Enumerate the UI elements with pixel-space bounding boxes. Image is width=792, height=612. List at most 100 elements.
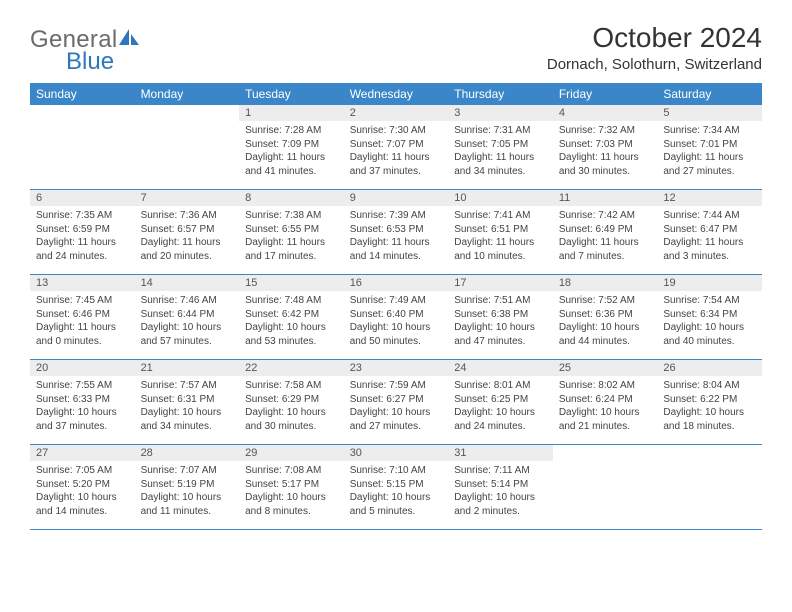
- location-text: Dornach, Solothurn, Switzerland: [547, 56, 762, 73]
- calendar-cell: [553, 445, 658, 530]
- day-line: Sunset: 6:36 PM: [559, 308, 652, 322]
- calendar-cell: 27Sunrise: 7:05 AMSunset: 5:20 PMDayligh…: [30, 445, 135, 530]
- day-number: 13: [30, 275, 135, 291]
- day-line: Sunset: 6:29 PM: [245, 393, 338, 407]
- day-line: Daylight: 11 hours: [559, 151, 652, 165]
- day-line: Sunrise: 7:34 AM: [663, 124, 756, 138]
- day-content: Sunrise: 7:51 AMSunset: 6:38 PMDaylight:…: [448, 291, 553, 352]
- day-line: and 47 minutes.: [454, 335, 547, 349]
- calendar-cell: 1Sunrise: 7:28 AMSunset: 7:09 PMDaylight…: [239, 105, 344, 190]
- day-number: 28: [135, 445, 240, 461]
- day-content: Sunrise: 7:42 AMSunset: 6:49 PMDaylight:…: [553, 206, 658, 267]
- day-line: and 24 minutes.: [36, 250, 129, 264]
- title-block: October 2024 Dornach, Solothurn, Switzer…: [547, 22, 762, 73]
- day-number: 19: [657, 275, 762, 291]
- day-line: and 18 minutes.: [663, 420, 756, 434]
- day-number: 27: [30, 445, 135, 461]
- day-line: and 0 minutes.: [36, 335, 129, 349]
- day-number: 24: [448, 360, 553, 376]
- day-line: Sunrise: 7:36 AM: [141, 209, 234, 223]
- day-line: Daylight: 11 hours: [663, 236, 756, 250]
- day-line: Daylight: 11 hours: [454, 151, 547, 165]
- day-line: Sunset: 7:05 PM: [454, 138, 547, 152]
- day-line: and 27 minutes.: [663, 165, 756, 179]
- day-line: and 10 minutes.: [454, 250, 547, 264]
- day-content: Sunrise: 7:44 AMSunset: 6:47 PMDaylight:…: [657, 206, 762, 267]
- day-number: 25: [553, 360, 658, 376]
- day-line: and 14 minutes.: [350, 250, 443, 264]
- day-line: Daylight: 10 hours: [36, 491, 129, 505]
- day-line: Sunset: 6:57 PM: [141, 223, 234, 237]
- day-line: Sunrise: 7:38 AM: [245, 209, 338, 223]
- weekday-header: Friday: [553, 83, 658, 105]
- day-line: Daylight: 10 hours: [559, 321, 652, 335]
- calendar-cell: 6Sunrise: 7:35 AMSunset: 6:59 PMDaylight…: [30, 190, 135, 275]
- day-line: Sunrise: 7:11 AM: [454, 464, 547, 478]
- day-line: and 3 minutes.: [663, 250, 756, 264]
- day-line: Daylight: 11 hours: [36, 321, 129, 335]
- day-number: 4: [553, 105, 658, 121]
- day-line: Sunrise: 7:07 AM: [141, 464, 234, 478]
- day-empty: [135, 105, 240, 121]
- day-line: Sunset: 5:19 PM: [141, 478, 234, 492]
- day-line: Sunrise: 7:49 AM: [350, 294, 443, 308]
- calendar-cell: 19Sunrise: 7:54 AMSunset: 6:34 PMDayligh…: [657, 275, 762, 360]
- day-line: Daylight: 11 hours: [245, 236, 338, 250]
- day-line: Daylight: 10 hours: [663, 321, 756, 335]
- weekday-header: Thursday: [448, 83, 553, 105]
- day-content: Sunrise: 7:38 AMSunset: 6:55 PMDaylight:…: [239, 206, 344, 267]
- day-line: and 24 minutes.: [454, 420, 547, 434]
- day-content: Sunrise: 7:49 AMSunset: 6:40 PMDaylight:…: [344, 291, 449, 352]
- day-line: Sunset: 6:25 PM: [454, 393, 547, 407]
- day-line: Sunrise: 7:30 AM: [350, 124, 443, 138]
- calendar-row: 27Sunrise: 7:05 AMSunset: 5:20 PMDayligh…: [30, 445, 762, 530]
- day-empty: [553, 445, 658, 461]
- day-number: 17: [448, 275, 553, 291]
- day-line: Sunset: 6:46 PM: [36, 308, 129, 322]
- day-line: and 34 minutes.: [141, 420, 234, 434]
- day-empty: [30, 105, 135, 121]
- day-line: Daylight: 10 hours: [350, 321, 443, 335]
- day-line: and 30 minutes.: [559, 165, 652, 179]
- day-line: Sunrise: 7:59 AM: [350, 379, 443, 393]
- day-line: Daylight: 11 hours: [454, 236, 547, 250]
- day-content: Sunrise: 8:02 AMSunset: 6:24 PMDaylight:…: [553, 376, 658, 437]
- day-content: Sunrise: 7:10 AMSunset: 5:15 PMDaylight:…: [344, 461, 449, 522]
- day-line: Daylight: 10 hours: [245, 491, 338, 505]
- day-number: 23: [344, 360, 449, 376]
- day-content: Sunrise: 7:57 AMSunset: 6:31 PMDaylight:…: [135, 376, 240, 437]
- logo-word-2: Blue: [66, 48, 114, 76]
- calendar-cell: 30Sunrise: 7:10 AMSunset: 5:15 PMDayligh…: [344, 445, 449, 530]
- day-content: Sunrise: 8:01 AMSunset: 6:25 PMDaylight:…: [448, 376, 553, 437]
- day-line: Sunset: 6:31 PM: [141, 393, 234, 407]
- calendar-cell: 18Sunrise: 7:52 AMSunset: 6:36 PMDayligh…: [553, 275, 658, 360]
- day-line: Daylight: 10 hours: [350, 491, 443, 505]
- weekday-header: Monday: [135, 83, 240, 105]
- day-line: Sunset: 5:15 PM: [350, 478, 443, 492]
- day-line: Daylight: 11 hours: [350, 151, 443, 165]
- day-line: Sunrise: 7:42 AM: [559, 209, 652, 223]
- day-content: Sunrise: 7:39 AMSunset: 6:53 PMDaylight:…: [344, 206, 449, 267]
- calendar-cell: 7Sunrise: 7:36 AMSunset: 6:57 PMDaylight…: [135, 190, 240, 275]
- calendar-cell: 11Sunrise: 7:42 AMSunset: 6:49 PMDayligh…: [553, 190, 658, 275]
- day-line: Daylight: 11 hours: [663, 151, 756, 165]
- calendar-cell: 26Sunrise: 8:04 AMSunset: 6:22 PMDayligh…: [657, 360, 762, 445]
- day-line: Sunset: 6:27 PM: [350, 393, 443, 407]
- day-line: Daylight: 10 hours: [350, 406, 443, 420]
- calendar-cell: 24Sunrise: 8:01 AMSunset: 6:25 PMDayligh…: [448, 360, 553, 445]
- day-content: Sunrise: 7:59 AMSunset: 6:27 PMDaylight:…: [344, 376, 449, 437]
- day-content: Sunrise: 7:46 AMSunset: 6:44 PMDaylight:…: [135, 291, 240, 352]
- day-line: Sunset: 6:42 PM: [245, 308, 338, 322]
- day-line: Sunrise: 7:32 AM: [559, 124, 652, 138]
- day-line: and 7 minutes.: [559, 250, 652, 264]
- calendar-cell: 31Sunrise: 7:11 AMSunset: 5:14 PMDayligh…: [448, 445, 553, 530]
- calendar-cell: 14Sunrise: 7:46 AMSunset: 6:44 PMDayligh…: [135, 275, 240, 360]
- calendar-row: 1Sunrise: 7:28 AMSunset: 7:09 PMDaylight…: [30, 105, 762, 190]
- weekday-row: SundayMondayTuesdayWednesdayThursdayFrid…: [30, 83, 762, 105]
- day-content: Sunrise: 7:45 AMSunset: 6:46 PMDaylight:…: [30, 291, 135, 352]
- calendar-body: 1Sunrise: 7:28 AMSunset: 7:09 PMDaylight…: [30, 105, 762, 530]
- day-line: Sunset: 7:01 PM: [663, 138, 756, 152]
- day-line: Sunset: 5:14 PM: [454, 478, 547, 492]
- day-number: 29: [239, 445, 344, 461]
- day-line: Sunrise: 8:04 AM: [663, 379, 756, 393]
